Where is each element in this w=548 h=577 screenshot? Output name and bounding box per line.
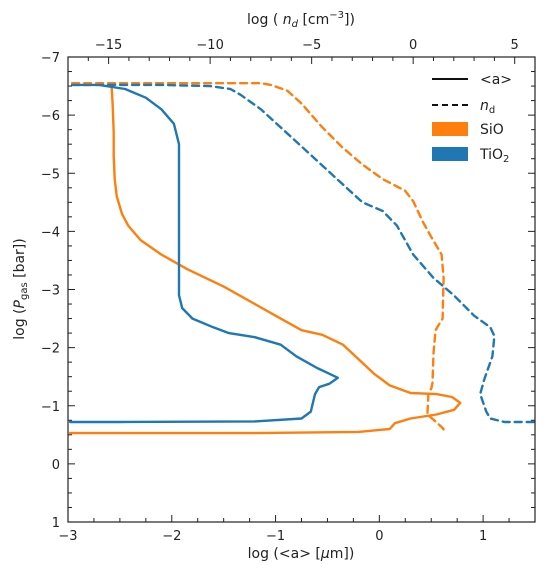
series-line-2 <box>70 82 445 435</box>
legend-sio-patch <box>432 122 468 136</box>
x-tick-label-bottom: 1 <box>479 529 487 544</box>
x-tick-label-top: −5 <box>302 38 321 53</box>
x-axis-label-bottom: log (<a> [μm]) <box>248 546 355 562</box>
x-tick-label-top: −10 <box>196 38 223 53</box>
legend-label-nd: nd <box>480 98 495 116</box>
y-tick-label: −3 <box>41 284 60 299</box>
y-tick-label: −2 <box>41 342 60 357</box>
series-layer <box>68 82 537 435</box>
x-axis-label-top: log ( nd [cm−3]) <box>247 10 355 30</box>
y-tick-label: −5 <box>41 167 60 182</box>
y-tick-label: −7 <box>41 51 60 66</box>
y-tick-label: 0 <box>52 458 60 473</box>
y-axis-label: log (Pgas [bar]) <box>12 238 30 339</box>
legend: <a> nd SiO TiO2 <box>432 72 512 165</box>
legend-tio2-patch <box>432 147 468 161</box>
legend-label-tio2: TiO2 <box>479 147 509 165</box>
x-tick-label-bottom: −3 <box>58 529 77 544</box>
legend-label-sio: SiO <box>480 122 504 138</box>
y-tick-label: −1 <box>41 400 60 415</box>
legend-label-a: <a> <box>480 72 512 88</box>
series-line-1 <box>68 83 339 424</box>
x-tick-label-top: 0 <box>409 38 417 53</box>
x-tick-label-bottom: −2 <box>162 529 181 544</box>
x-tick-label-top: 5 <box>511 38 519 53</box>
x-tick-label-top: −15 <box>95 38 122 53</box>
y-tick-label: −4 <box>41 225 60 240</box>
series-line-0 <box>68 84 462 435</box>
y-tick-label: −6 <box>41 109 60 124</box>
series-line-3 <box>70 83 537 424</box>
x-tick-label-bottom: 0 <box>375 529 383 544</box>
y-tick-label: 1 <box>52 516 60 531</box>
ticks-layer: −3 −2 −1 0 1−15 −10 −5 0 5−7−6−5−4−3−2−101 <box>41 38 536 544</box>
x-tick-label-bottom: −1 <box>266 529 285 544</box>
